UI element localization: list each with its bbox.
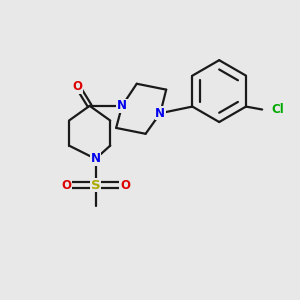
Text: N: N: [155, 107, 165, 120]
Text: N: N: [117, 99, 127, 112]
Text: O: O: [61, 179, 71, 192]
Text: S: S: [91, 179, 100, 192]
Text: Cl: Cl: [272, 103, 284, 116]
Text: O: O: [73, 80, 83, 93]
Text: N: N: [91, 152, 100, 165]
Text: O: O: [120, 179, 130, 192]
